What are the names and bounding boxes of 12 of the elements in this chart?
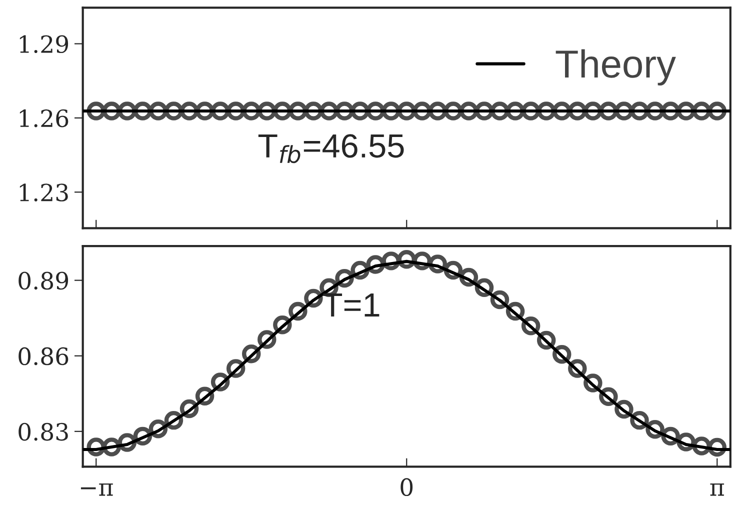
x-tick-label: π: [710, 483, 724, 496]
annotation: T$_{fb}$=46.55: [258, 134, 404, 164]
y-tick-label: 0.89: [18, 272, 68, 290]
y-tick-label: 0.83: [18, 422, 68, 441]
y-tick-label: 0.86: [18, 347, 68, 366]
y-tick-label: 1.26: [20, 109, 68, 128]
x-tick-label: 0: [400, 478, 413, 496]
y-tick-label: 1.23: [20, 184, 68, 202]
annotation: T=1: [323, 294, 380, 316]
legend-label: Theory: [556, 49, 676, 86]
x-tick-label: −π: [80, 483, 113, 496]
y-tick-label: 1.29: [20, 35, 68, 54]
